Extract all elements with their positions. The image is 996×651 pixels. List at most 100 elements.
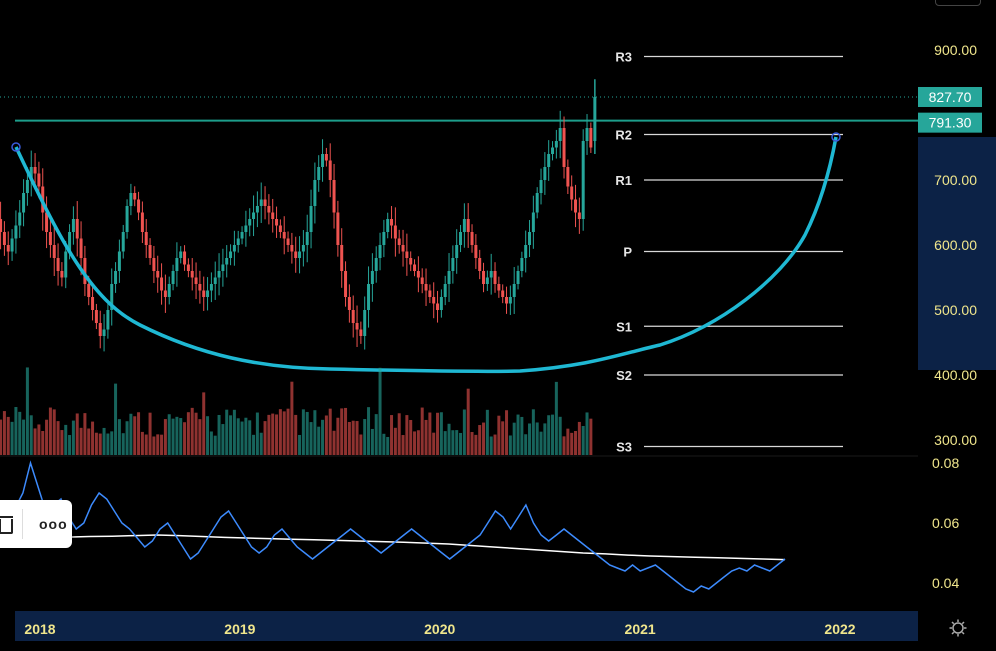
volume-bar xyxy=(493,434,497,455)
candle-body xyxy=(186,264,190,271)
candle-body-last xyxy=(593,96,597,141)
volume-bar xyxy=(18,411,22,455)
volume-bar xyxy=(374,414,378,455)
volume-bar xyxy=(148,412,152,455)
candle-body xyxy=(179,251,183,258)
candle-body xyxy=(562,128,566,167)
volume-bar xyxy=(52,409,56,455)
candle-body xyxy=(566,167,570,187)
candle-body xyxy=(194,277,198,284)
volume-bar xyxy=(117,419,121,455)
candle-body xyxy=(489,271,493,278)
pivot-label-s1: S1 xyxy=(616,319,632,334)
candle-body xyxy=(229,251,233,258)
candle-body xyxy=(409,258,413,265)
volume-bar xyxy=(558,416,562,455)
volume-bar xyxy=(206,416,210,455)
candle-body xyxy=(370,271,374,284)
level-price-tag: 791.30 xyxy=(929,115,972,131)
volume-bar xyxy=(106,433,110,455)
candle-body xyxy=(347,297,351,310)
candle-body xyxy=(163,290,167,297)
pivot-label-r1: R1 xyxy=(615,173,632,188)
time-axis[interactable]: 2018 2019 2020 2021 2022 xyxy=(15,611,967,641)
level-price-tag-bg xyxy=(918,112,982,133)
candle-body xyxy=(60,271,64,278)
time-tick-label: 2019 xyxy=(224,621,255,637)
volume-bar xyxy=(497,415,501,455)
candle-body xyxy=(332,180,336,213)
candle-body xyxy=(551,147,555,154)
volume-bar xyxy=(478,425,482,455)
candle-body xyxy=(25,180,29,193)
candle-body xyxy=(6,245,10,252)
candle-body xyxy=(79,238,83,258)
volume-bar xyxy=(520,416,524,455)
candle-body xyxy=(14,225,18,239)
volume-bar xyxy=(186,412,190,455)
candle-body xyxy=(106,310,110,330)
candle-body xyxy=(213,277,217,284)
volume-bar xyxy=(535,422,539,455)
volume-bar xyxy=(386,436,390,455)
candle-body xyxy=(528,232,532,245)
volume-bar xyxy=(271,413,275,455)
candle-body xyxy=(68,232,72,252)
volume-bar xyxy=(505,410,509,455)
indicator-pane[interactable] xyxy=(0,455,918,593)
candle-body xyxy=(183,251,187,265)
volume-bar xyxy=(309,422,313,455)
volume-bar xyxy=(566,428,570,455)
more-options-button[interactable]: ooo xyxy=(39,516,68,532)
candle-body xyxy=(378,245,382,258)
candle-body xyxy=(328,160,332,180)
candle-body xyxy=(48,232,52,245)
candle-body xyxy=(2,232,6,245)
candle-body xyxy=(420,277,424,284)
candle-body xyxy=(152,258,156,271)
volume-bar xyxy=(236,418,240,455)
top-control[interactable] xyxy=(935,0,981,6)
volume-bar xyxy=(68,435,72,455)
candle-body xyxy=(206,290,210,297)
volume-bar xyxy=(539,431,543,455)
volume-bar xyxy=(351,420,355,455)
curve-anchor-left xyxy=(11,142,21,152)
volume-bar xyxy=(102,427,106,455)
volume-bar xyxy=(259,432,263,455)
volume-bar xyxy=(114,383,118,455)
volume-bar xyxy=(570,432,574,455)
volume-bar xyxy=(420,407,424,455)
price-pane[interactable]: R3 R2 R1 P S1 S2 S3 xyxy=(0,50,918,455)
volume-bar xyxy=(160,434,164,455)
candle-body xyxy=(271,212,275,219)
volume-bar xyxy=(436,412,440,455)
volume-bar xyxy=(332,430,336,455)
volume-bar xyxy=(10,421,14,455)
candle-body xyxy=(470,232,474,245)
time-tick-label: 2018 xyxy=(24,621,55,637)
price-tick-label: 900.00 xyxy=(934,42,977,58)
candle-body xyxy=(37,173,41,187)
volume-bar xyxy=(137,412,141,455)
candle-body xyxy=(428,290,432,297)
volume-bar xyxy=(83,413,87,455)
candle-body xyxy=(64,251,68,278)
volume-bar xyxy=(213,435,217,455)
candle-body xyxy=(501,290,505,297)
drawing-toolbar: ooo xyxy=(0,500,72,548)
trash-icon[interactable] xyxy=(0,514,13,534)
candle-body xyxy=(29,167,33,180)
volume-bar xyxy=(48,407,52,455)
volume-bar xyxy=(405,415,409,455)
volume-bar xyxy=(275,414,279,455)
volume-bar xyxy=(554,381,558,455)
volume-bar xyxy=(248,420,252,455)
volume-bar xyxy=(198,419,202,455)
candle-body xyxy=(148,245,152,258)
candle-body xyxy=(397,238,401,245)
price-axis[interactable]: 900.00 700.00 600.00 500.00 400.00 300.00 827.… xyxy=(918,42,996,591)
candle-body xyxy=(309,206,313,232)
volume-bar xyxy=(263,421,267,455)
volume-bar xyxy=(585,412,589,455)
